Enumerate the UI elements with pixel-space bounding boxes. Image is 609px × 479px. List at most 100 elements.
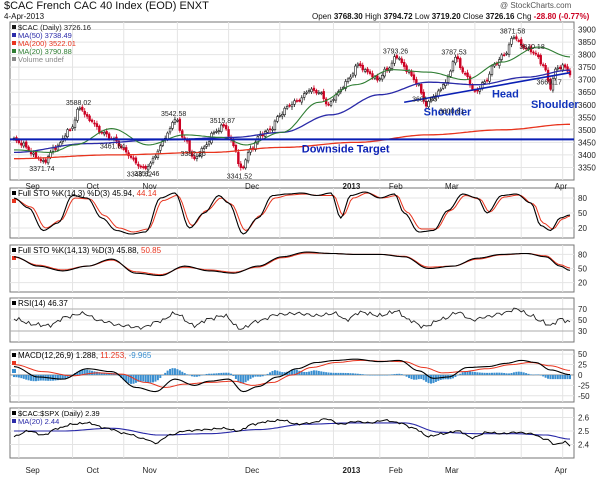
macd-hist-bar xyxy=(369,374,372,376)
macd-hist-bar xyxy=(566,374,569,380)
macd-hist-bar xyxy=(200,374,203,376)
sto1-series xyxy=(13,191,571,235)
macd-hist-bar xyxy=(505,373,508,375)
macd-hist-bar xyxy=(356,373,359,375)
close-label: Close xyxy=(462,12,484,21)
x-tick-label: Apr xyxy=(555,182,568,191)
candle-body xyxy=(449,70,452,77)
candle-body xyxy=(124,147,128,153)
macd-hist-bar xyxy=(556,374,559,380)
y-tick-label: 2.5 xyxy=(578,427,590,436)
candle-body xyxy=(468,76,472,86)
candle-body xyxy=(71,126,74,129)
candle-body xyxy=(356,63,360,67)
macd-hist-bar xyxy=(569,374,571,380)
macd-hist-bar xyxy=(205,373,208,375)
candle-body xyxy=(239,163,242,168)
legend-entry: 11.253, xyxy=(98,351,126,360)
macd-hist-bar xyxy=(473,371,476,375)
candle-body xyxy=(139,165,143,168)
candle-body xyxy=(212,131,216,134)
legend-swatch xyxy=(12,256,16,260)
candle-body xyxy=(368,71,372,74)
x-tick-label: Sep xyxy=(26,182,41,191)
x-tick-label: 2013 xyxy=(343,182,361,191)
y-tick-label: 20 xyxy=(578,224,587,233)
macd-hist-bar xyxy=(312,370,315,375)
stoch-k-line xyxy=(13,191,571,235)
candle-body xyxy=(551,77,555,91)
candle-body xyxy=(381,74,384,80)
rsi-line xyxy=(13,307,571,330)
price-annotation: 3669.17 xyxy=(536,79,561,86)
macd-hist-bar xyxy=(125,374,128,383)
candle-body xyxy=(500,54,503,60)
macd-hist-bar xyxy=(66,374,69,378)
watermark: @ StockCharts.com xyxy=(500,1,572,10)
macd-hist-bar xyxy=(320,371,323,375)
candle-body xyxy=(103,132,106,135)
macd-hist-bar xyxy=(98,372,101,375)
macd-hist-bar xyxy=(551,374,554,380)
candle-body xyxy=(554,68,557,79)
ma20-line xyxy=(14,46,571,153)
low-label: Low xyxy=(414,12,430,21)
macd-hist-bar xyxy=(25,374,28,380)
price-annotation: 3371.74 xyxy=(29,166,54,173)
legend-entry: MA(200) 3522.01 xyxy=(18,39,76,48)
candle-body xyxy=(56,144,60,151)
macd-hist-bar xyxy=(142,374,145,382)
candle-body xyxy=(307,90,311,93)
candle-body xyxy=(532,51,535,54)
macd-hist-bar xyxy=(559,374,562,380)
macd-hist-bar xyxy=(139,374,142,382)
candle-body xyxy=(390,62,394,69)
candle-body xyxy=(461,67,464,73)
candle-body xyxy=(249,148,252,153)
candle-body xyxy=(451,61,455,72)
candle-body xyxy=(349,76,352,80)
macd-hist-bar xyxy=(30,374,33,381)
macd-hist-bar xyxy=(522,372,525,375)
candle-body xyxy=(122,148,125,150)
candle-body xyxy=(285,106,289,109)
y-tick-label: 3500 xyxy=(578,126,596,135)
macd-hist-bar xyxy=(154,374,157,382)
y-tick-label: 30 xyxy=(578,327,587,336)
macd-hist-bar xyxy=(105,373,108,375)
x-tick-label: Feb xyxy=(389,466,403,475)
legend-entry: Full STO %K(14,13) %D(3) 45.88, xyxy=(18,246,139,255)
macd-hist-bar xyxy=(498,372,501,375)
candle-body xyxy=(298,99,301,102)
candle-body xyxy=(22,142,25,147)
macd-hist-bar xyxy=(310,370,313,375)
macd-hist-bar xyxy=(132,374,135,384)
candle-body xyxy=(512,36,516,39)
macd-hist-bar xyxy=(42,374,45,381)
y-tick-label: 80 xyxy=(578,194,587,203)
candle-body xyxy=(510,38,513,45)
candle-body xyxy=(427,101,430,108)
macd-hist-bar xyxy=(266,373,269,375)
macd-hist-bar xyxy=(344,372,347,375)
candle-body xyxy=(146,166,150,171)
candle-body xyxy=(549,78,552,90)
macd-hist-bar xyxy=(305,371,308,375)
macd-hist-bar xyxy=(130,374,133,384)
macd-hist-bar xyxy=(276,370,279,375)
y-tick-label: -50 xyxy=(578,392,590,401)
legend-entry: $CAC (Daily) 3726.16 xyxy=(18,23,91,32)
candle-body xyxy=(463,72,467,75)
macd-hist-bar xyxy=(52,374,55,381)
macd-hist-bar xyxy=(152,374,154,383)
candle-body xyxy=(39,159,43,162)
candle-body xyxy=(483,81,486,84)
candle-body xyxy=(90,119,94,122)
candle-body xyxy=(142,166,145,168)
macd-hist-bar xyxy=(54,374,57,381)
macd-hist-bar xyxy=(251,374,254,378)
price-annotation: 3588.02 xyxy=(66,100,91,107)
ratio-line xyxy=(13,418,571,447)
y-tick-label: 3550 xyxy=(578,113,596,122)
y-tick-label: 3750 xyxy=(578,63,596,72)
